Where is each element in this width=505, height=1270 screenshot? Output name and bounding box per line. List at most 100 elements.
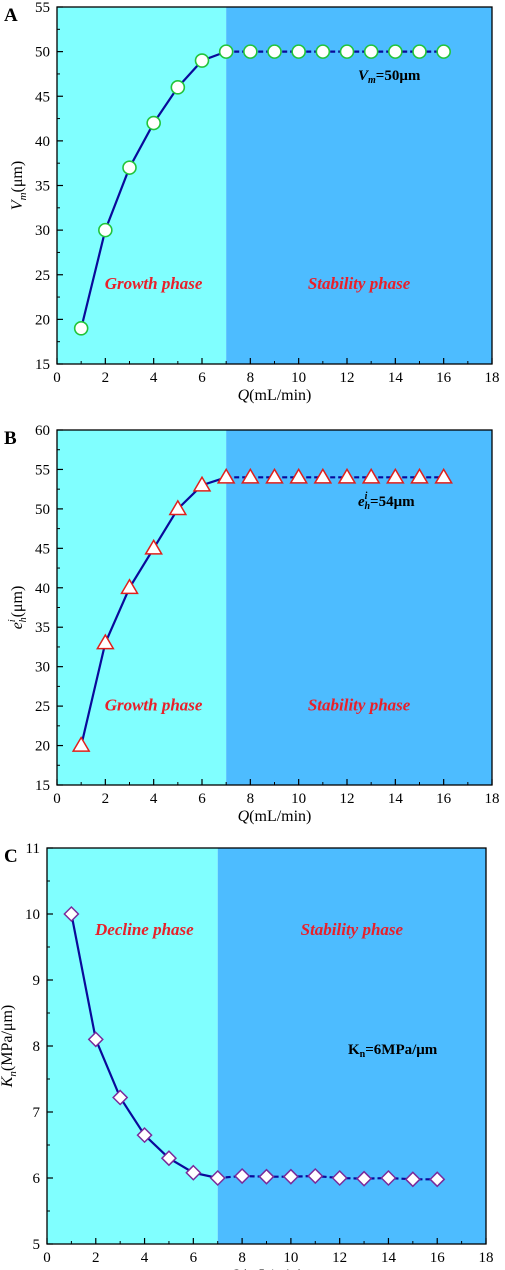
x-tick-label: 18 (485, 791, 500, 807)
data-point-triangle (168, 499, 188, 516)
x-tick-label: 14 (388, 370, 404, 386)
x-tick-label: 4 (150, 370, 158, 386)
data-point-diamond (258, 1168, 275, 1185)
x-tick-label: 10 (283, 1250, 298, 1266)
x-tick-label: 6 (198, 370, 206, 386)
chart-panel-b: 0 2 4 6 8 10 12 14 16 18 15 20 25 30 35 40 45 50 55 60 B Q(mL… (4, 423, 500, 825)
data-point-triangle (216, 467, 236, 484)
data-point-triangle (361, 467, 381, 484)
data-point-circle (388, 44, 403, 59)
data-point-triangle (265, 467, 284, 484)
phase-label-2: Stability phase (308, 695, 411, 714)
data-point-circle (218, 44, 234, 59)
y-tick-label: 30 (35, 223, 50, 239)
panel-label: C (4, 846, 18, 867)
data-point-diamond (355, 1170, 373, 1187)
x-tick-label: 14 (388, 791, 404, 807)
data-point-triangle (313, 467, 333, 484)
y-tick-label: 15 (35, 357, 50, 373)
y-axis-label: eih(μm) (7, 586, 29, 630)
phase-label-1: Growth phase (105, 274, 203, 293)
data-point-diamond (307, 1167, 324, 1185)
data-point-triangle (144, 538, 163, 555)
x-tick-label: 16 (436, 791, 452, 807)
chart-panel-a: 0 2 4 6 8 10 12 14 16 18 15 20 25 30 35 40 45 50 55 A Q(mL/m… (4, 0, 500, 404)
data-point-triangle (71, 736, 91, 752)
y-axis-label: Vm(μm) (9, 161, 29, 210)
phase-label-2: Stability phase (301, 920, 404, 939)
y-tick-label: 20 (35, 312, 50, 328)
data-point-triangle (386, 467, 405, 484)
x-tick-label: 14 (381, 1250, 397, 1266)
x-tick-label: 12 (340, 370, 355, 386)
y-tick-label: 9 (33, 973, 41, 989)
data-point-diamond (234, 1167, 251, 1185)
y-tick-label: 6 (33, 1171, 41, 1187)
chart-panel-c: 0 2 4 6 8 10 12 14 16 18 5 6 7 8 9 10 11 C Q(mL/min) Kn(MPa… (0, 841, 494, 1270)
y-tick-label: 50 (35, 45, 50, 61)
data-point-circle (315, 44, 331, 59)
data-point-diamond (404, 1171, 421, 1188)
data-point-diamond (209, 1169, 226, 1187)
x-tick-label: 0 (53, 370, 61, 386)
y-tick-label: 45 (35, 541, 50, 557)
y-tick-label: 55 (35, 0, 50, 16)
x-tick-label: 16 (436, 370, 452, 386)
data-point-triangle (120, 578, 139, 595)
y-tick-label: 30 (35, 660, 50, 676)
data-point-circle (267, 44, 282, 59)
y-tick-label: 25 (35, 699, 50, 715)
data-point-triangle (410, 467, 429, 484)
value-annotation: Kn=6MPa/μm (348, 1042, 438, 1060)
panel-label: B (4, 428, 17, 449)
x-tick-label: 8 (238, 1250, 246, 1266)
x-tick-label: 8 (247, 791, 255, 807)
x-tick-label: 18 (479, 1250, 494, 1266)
panel-label: A (4, 5, 18, 26)
data-point-triangle (96, 633, 115, 650)
x-tick-label: 18 (485, 370, 500, 386)
x-tick-label: 12 (332, 1250, 347, 1266)
data-point-diamond (63, 905, 80, 923)
data-point-diamond (185, 1164, 202, 1181)
y-tick-label: 8 (33, 1039, 41, 1055)
x-tick-label: 12 (340, 791, 355, 807)
y-tick-label: 35 (35, 620, 50, 636)
x-tick-label: 4 (141, 1250, 149, 1266)
y-tick-label: 10 (25, 907, 40, 923)
x-tick-label: 0 (43, 1250, 51, 1266)
x-tick-label: 8 (247, 370, 255, 386)
y-tick-label: 25 (35, 268, 50, 284)
phase-label-1: Growth phase (105, 695, 203, 714)
x-tick-label: 0 (53, 791, 61, 807)
data-point-circle (436, 44, 451, 59)
x-tick-label: 16 (430, 1250, 446, 1266)
x-tick-label: 4 (150, 791, 158, 807)
data-point-circle (339, 44, 355, 59)
x-tick-label: 6 (190, 1250, 198, 1266)
data-point-diamond (112, 1089, 129, 1106)
x-axis-label: Q(mL/min) (230, 1267, 304, 1270)
data-point-circle (194, 53, 210, 68)
phase-label-2: Stability phase (308, 274, 411, 293)
phase-region-2 (226, 7, 492, 364)
data-point-circle (170, 80, 186, 95)
data-point-diamond (160, 1150, 178, 1167)
x-tick-label: 10 (291, 370, 306, 386)
x-tick-label: 2 (102, 791, 110, 807)
data-point-circle (73, 320, 89, 336)
y-tick-label: 15 (35, 778, 50, 794)
value-annotation: ei h=54μm (358, 491, 415, 512)
data-point-circle (98, 222, 113, 238)
y-axis-label: Kn(MPa/μm) (0, 1005, 19, 1089)
y-tick-label: 11 (26, 841, 40, 857)
data-point-circle (243, 44, 258, 59)
data-point-diamond (282, 1168, 299, 1185)
y-tick-label: 60 (35, 423, 50, 439)
y-tick-label: 40 (35, 134, 50, 150)
x-tick-label: 2 (92, 1250, 100, 1266)
y-tick-label: 7 (33, 1105, 41, 1121)
data-point-triangle (337, 467, 357, 484)
data-point-circle (363, 44, 379, 59)
